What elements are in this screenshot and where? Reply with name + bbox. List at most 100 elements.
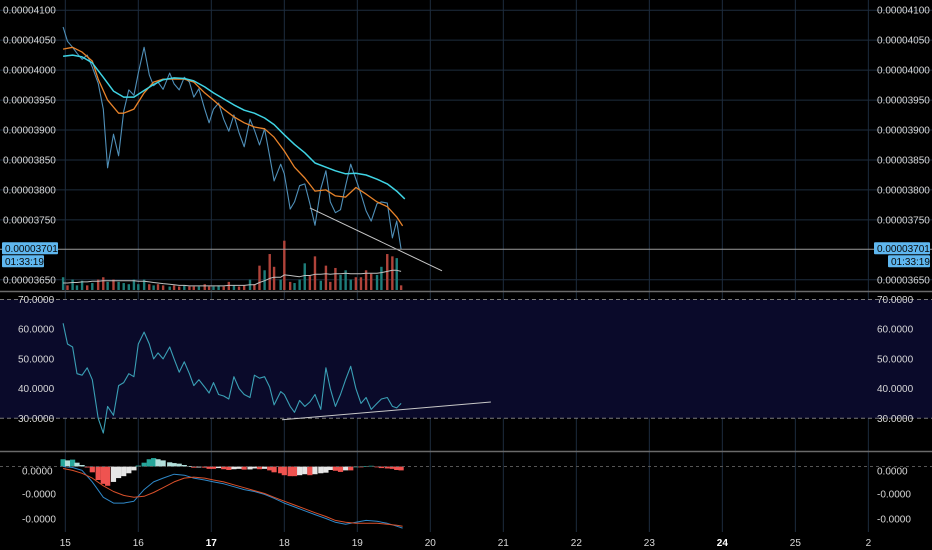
price-axis-label-right: 0.00003750 (877, 215, 930, 226)
macd-histogram-bar (70, 459, 76, 467)
volume-bar (344, 270, 347, 290)
macd-histogram-bar (327, 466, 333, 470)
macd-histogram-bar (186, 466, 193, 467)
volume-bar (106, 281, 109, 290)
macd-histogram-bar (105, 466, 111, 486)
volume-bar (391, 256, 394, 290)
price-axis-label-right: 0.00003950 (877, 96, 930, 107)
volume-bar (293, 283, 296, 290)
macd-histogram-bar (281, 466, 287, 476)
macd-histogram-bar (89, 466, 95, 473)
macd-histogram-bar (146, 459, 152, 467)
price-axis-label-right: 0.00004000 (877, 66, 930, 77)
volume-bar (212, 286, 215, 290)
macd-histogram-bar (131, 466, 137, 471)
macd-histogram-bar (337, 466, 344, 472)
macd-histogram-bar (95, 466, 101, 480)
rsi-axis-label-right: 40.0000 (877, 384, 914, 395)
volume-bar (86, 285, 89, 290)
volume-bar (183, 285, 186, 290)
volume-bar (329, 281, 332, 290)
volume-bar (168, 286, 171, 290)
volume-bar (161, 285, 165, 290)
macd-histogram-bar (126, 466, 132, 474)
volume-bar (75, 285, 79, 290)
macd-histogram-bar (323, 466, 329, 473)
macd-histogram-bar (167, 462, 173, 467)
volume-bar (399, 285, 403, 290)
macd-histogram-bar (368, 465, 374, 467)
rsi-band (0, 298, 932, 419)
volume-bar (258, 265, 261, 290)
volume-bar (237, 286, 241, 290)
signal-line (63, 468, 403, 527)
rsi-line (62, 323, 402, 434)
rsi-axis-label-left: 50.0000 (18, 354, 55, 365)
volume-bar (222, 286, 225, 290)
panel-separators[interactable] (0, 290, 932, 453)
price-axis-label-right: 0.00004050 (877, 36, 930, 47)
time-axis-label: 22 (571, 538, 583, 549)
volume-bar (375, 274, 379, 290)
macd-histogram-bar (100, 466, 106, 484)
volume-bar (192, 286, 195, 290)
volume-bar (142, 279, 146, 290)
price-axis-label-left: 0.00003900 (3, 126, 56, 137)
macd-histogram-bar (256, 466, 263, 470)
macd-histogram-bar (74, 462, 80, 467)
time-axis-label: 24 (717, 538, 729, 549)
time-axis-label: 17 (206, 538, 218, 549)
volume-bar (253, 284, 256, 290)
volume-bar (137, 284, 140, 290)
volume-bar (283, 240, 286, 290)
volume-bar (177, 286, 181, 290)
volume-bar (308, 276, 312, 290)
volume-bar (61, 277, 65, 290)
time-axis-label: 25 (790, 538, 802, 549)
volume-bar (217, 285, 220, 290)
time-axis-label: 19 (352, 538, 364, 549)
macd-panel (0, 458, 932, 529)
macd-histogram-bar (236, 466, 242, 469)
price-axis-label-right: 0.00003650 (877, 275, 930, 286)
macd-axis-label-left: -0.0000 (22, 515, 56, 526)
volume-bar (152, 285, 155, 290)
volume-bar (339, 274, 342, 290)
macd-histogram-bar (171, 463, 177, 467)
macd-histogram-bar (206, 466, 212, 469)
macd-histogram-bar (110, 466, 117, 482)
countdown-label-left: 01:33:19 (5, 257, 44, 268)
price-line (62, 26, 402, 250)
macd-histogram-bar (202, 466, 208, 468)
last-price-label-left: 0.00003701 (5, 244, 58, 255)
rsi-axis-label-left: 70.0000 (18, 295, 55, 306)
macd-histogram-bar (241, 466, 247, 470)
rsi-band-fill (0, 299, 932, 419)
volume-bar (156, 284, 160, 290)
macd-histogram-bar (307, 466, 313, 476)
macd-histogram-bar (271, 466, 277, 473)
time-axis-label: 20 (425, 538, 437, 549)
macd-histogram-bar (141, 462, 147, 467)
macd-histogram-bar (64, 460, 71, 467)
macd-histogram-bar (247, 466, 253, 470)
volume-bar (117, 281, 120, 290)
series-lines (62, 26, 491, 434)
volume-bar (112, 279, 115, 290)
volume-bar (91, 283, 94, 290)
macd-histogram-bar (121, 466, 127, 477)
volume-bar (207, 286, 211, 290)
volume-bar (148, 284, 151, 290)
time-axis-label: 16 (133, 538, 145, 549)
macd-histogram-bar (278, 466, 284, 474)
volume-bar (288, 281, 292, 290)
macd-histogram-bar (181, 465, 187, 467)
macd-histogram-bar (394, 466, 400, 470)
volume-bar (303, 263, 306, 290)
ema-fast-line (62, 46, 404, 227)
macd-histogram-bar (267, 466, 273, 471)
rsi-axis-label-right: 50.0000 (877, 354, 914, 365)
volume-ma-line (63, 269, 402, 287)
macd-histogram-bar (297, 466, 303, 476)
